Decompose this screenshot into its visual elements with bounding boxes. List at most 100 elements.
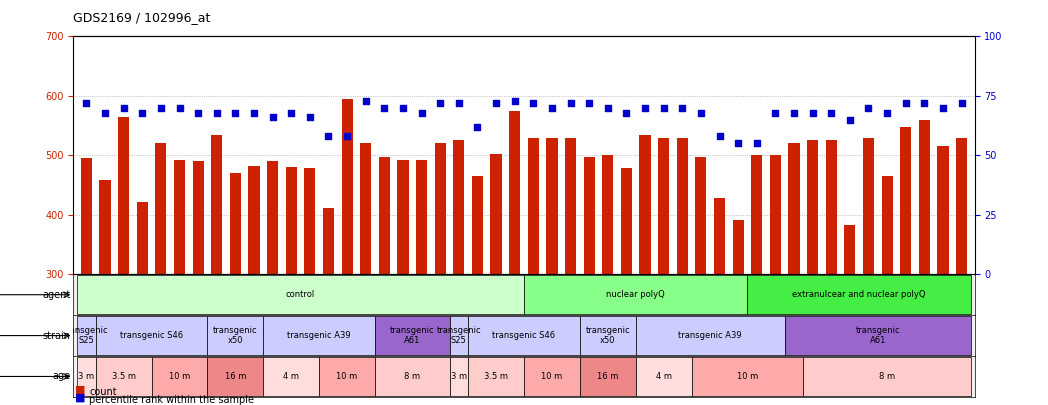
Point: [935, 104, 952, 111]
Bar: [323, 208, 334, 405]
FancyBboxPatch shape: [263, 316, 375, 355]
FancyBboxPatch shape: [375, 316, 450, 355]
Bar: [565, 138, 576, 405]
Point: [693, 109, 709, 116]
FancyBboxPatch shape: [524, 275, 747, 314]
Bar: [378, 157, 390, 405]
Text: 3.5 m: 3.5 m: [112, 372, 135, 381]
Bar: [397, 160, 409, 405]
FancyBboxPatch shape: [747, 275, 970, 314]
Text: percentile rank within the sample: percentile rank within the sample: [89, 395, 254, 405]
Point: [283, 109, 300, 116]
Bar: [770, 156, 781, 405]
FancyBboxPatch shape: [95, 316, 208, 355]
FancyBboxPatch shape: [450, 316, 468, 355]
Point: [636, 104, 653, 111]
Point: [487, 100, 504, 106]
Text: extranulcear and nuclear polyQ: extranulcear and nuclear polyQ: [792, 290, 926, 299]
Bar: [193, 161, 203, 405]
Point: [227, 109, 244, 116]
Text: 3 m: 3 m: [79, 372, 94, 381]
Text: transgenic
x50: transgenic x50: [213, 326, 258, 345]
Point: [96, 109, 113, 116]
Bar: [509, 111, 520, 405]
Point: [78, 100, 94, 106]
FancyBboxPatch shape: [320, 357, 375, 396]
Bar: [937, 147, 948, 405]
Point: [954, 100, 970, 106]
Bar: [248, 166, 260, 405]
Point: [153, 104, 170, 111]
Text: transgenic
A61: transgenic A61: [855, 326, 900, 345]
Point: [209, 109, 225, 116]
Point: [878, 109, 895, 116]
Bar: [620, 168, 632, 405]
Text: transgenic A39: transgenic A39: [287, 331, 351, 340]
Bar: [845, 225, 855, 405]
Point: [823, 109, 839, 116]
Bar: [528, 138, 539, 405]
Point: [357, 98, 374, 104]
Bar: [267, 161, 278, 405]
FancyBboxPatch shape: [636, 316, 785, 355]
Bar: [174, 160, 185, 405]
Bar: [136, 202, 148, 405]
Point: [655, 104, 672, 111]
Point: [451, 100, 467, 106]
Point: [897, 100, 914, 106]
Point: [245, 109, 262, 116]
Point: [562, 100, 578, 106]
Text: count: count: [89, 387, 116, 397]
Bar: [751, 156, 762, 405]
Text: GDS2169 / 102996_at: GDS2169 / 102996_at: [73, 11, 211, 24]
Bar: [416, 160, 428, 405]
FancyBboxPatch shape: [692, 357, 804, 396]
Bar: [546, 138, 558, 405]
Bar: [919, 120, 930, 405]
Point: [712, 133, 728, 140]
Point: [339, 133, 355, 140]
Text: 10 m: 10 m: [336, 372, 357, 381]
Text: 10 m: 10 m: [737, 372, 758, 381]
Bar: [118, 117, 129, 405]
Point: [413, 109, 430, 116]
Bar: [100, 180, 111, 405]
Bar: [81, 158, 92, 405]
Text: agent: agent: [42, 290, 70, 300]
Text: transgenic A39: transgenic A39: [678, 331, 742, 340]
FancyBboxPatch shape: [78, 275, 524, 314]
Point: [581, 100, 597, 106]
FancyBboxPatch shape: [636, 357, 692, 396]
Point: [729, 140, 746, 147]
Text: transgenic S46: transgenic S46: [493, 331, 555, 340]
Point: [842, 117, 858, 123]
Bar: [714, 198, 725, 405]
Bar: [639, 134, 651, 405]
Text: 3 m: 3 m: [451, 372, 467, 381]
FancyBboxPatch shape: [468, 357, 524, 396]
Point: [804, 109, 821, 116]
Text: transgenic
x50: transgenic x50: [586, 326, 630, 345]
FancyBboxPatch shape: [450, 357, 468, 396]
Point: [544, 104, 561, 111]
Point: [767, 109, 784, 116]
Point: [748, 140, 765, 147]
Text: transgenic S46: transgenic S46: [121, 331, 183, 340]
FancyBboxPatch shape: [468, 316, 580, 355]
Bar: [826, 141, 837, 405]
Bar: [695, 157, 706, 405]
Text: 4 m: 4 m: [283, 372, 300, 381]
Point: [599, 104, 616, 111]
Bar: [788, 143, 800, 405]
Point: [171, 104, 188, 111]
Bar: [956, 138, 967, 405]
FancyBboxPatch shape: [208, 357, 263, 396]
Text: ■: ■: [75, 385, 86, 395]
Point: [115, 104, 132, 111]
Text: 8 m: 8 m: [405, 372, 420, 381]
Bar: [361, 143, 371, 405]
Text: strain: strain: [43, 330, 70, 341]
Bar: [342, 99, 353, 405]
Point: [506, 98, 523, 104]
Point: [916, 100, 933, 106]
